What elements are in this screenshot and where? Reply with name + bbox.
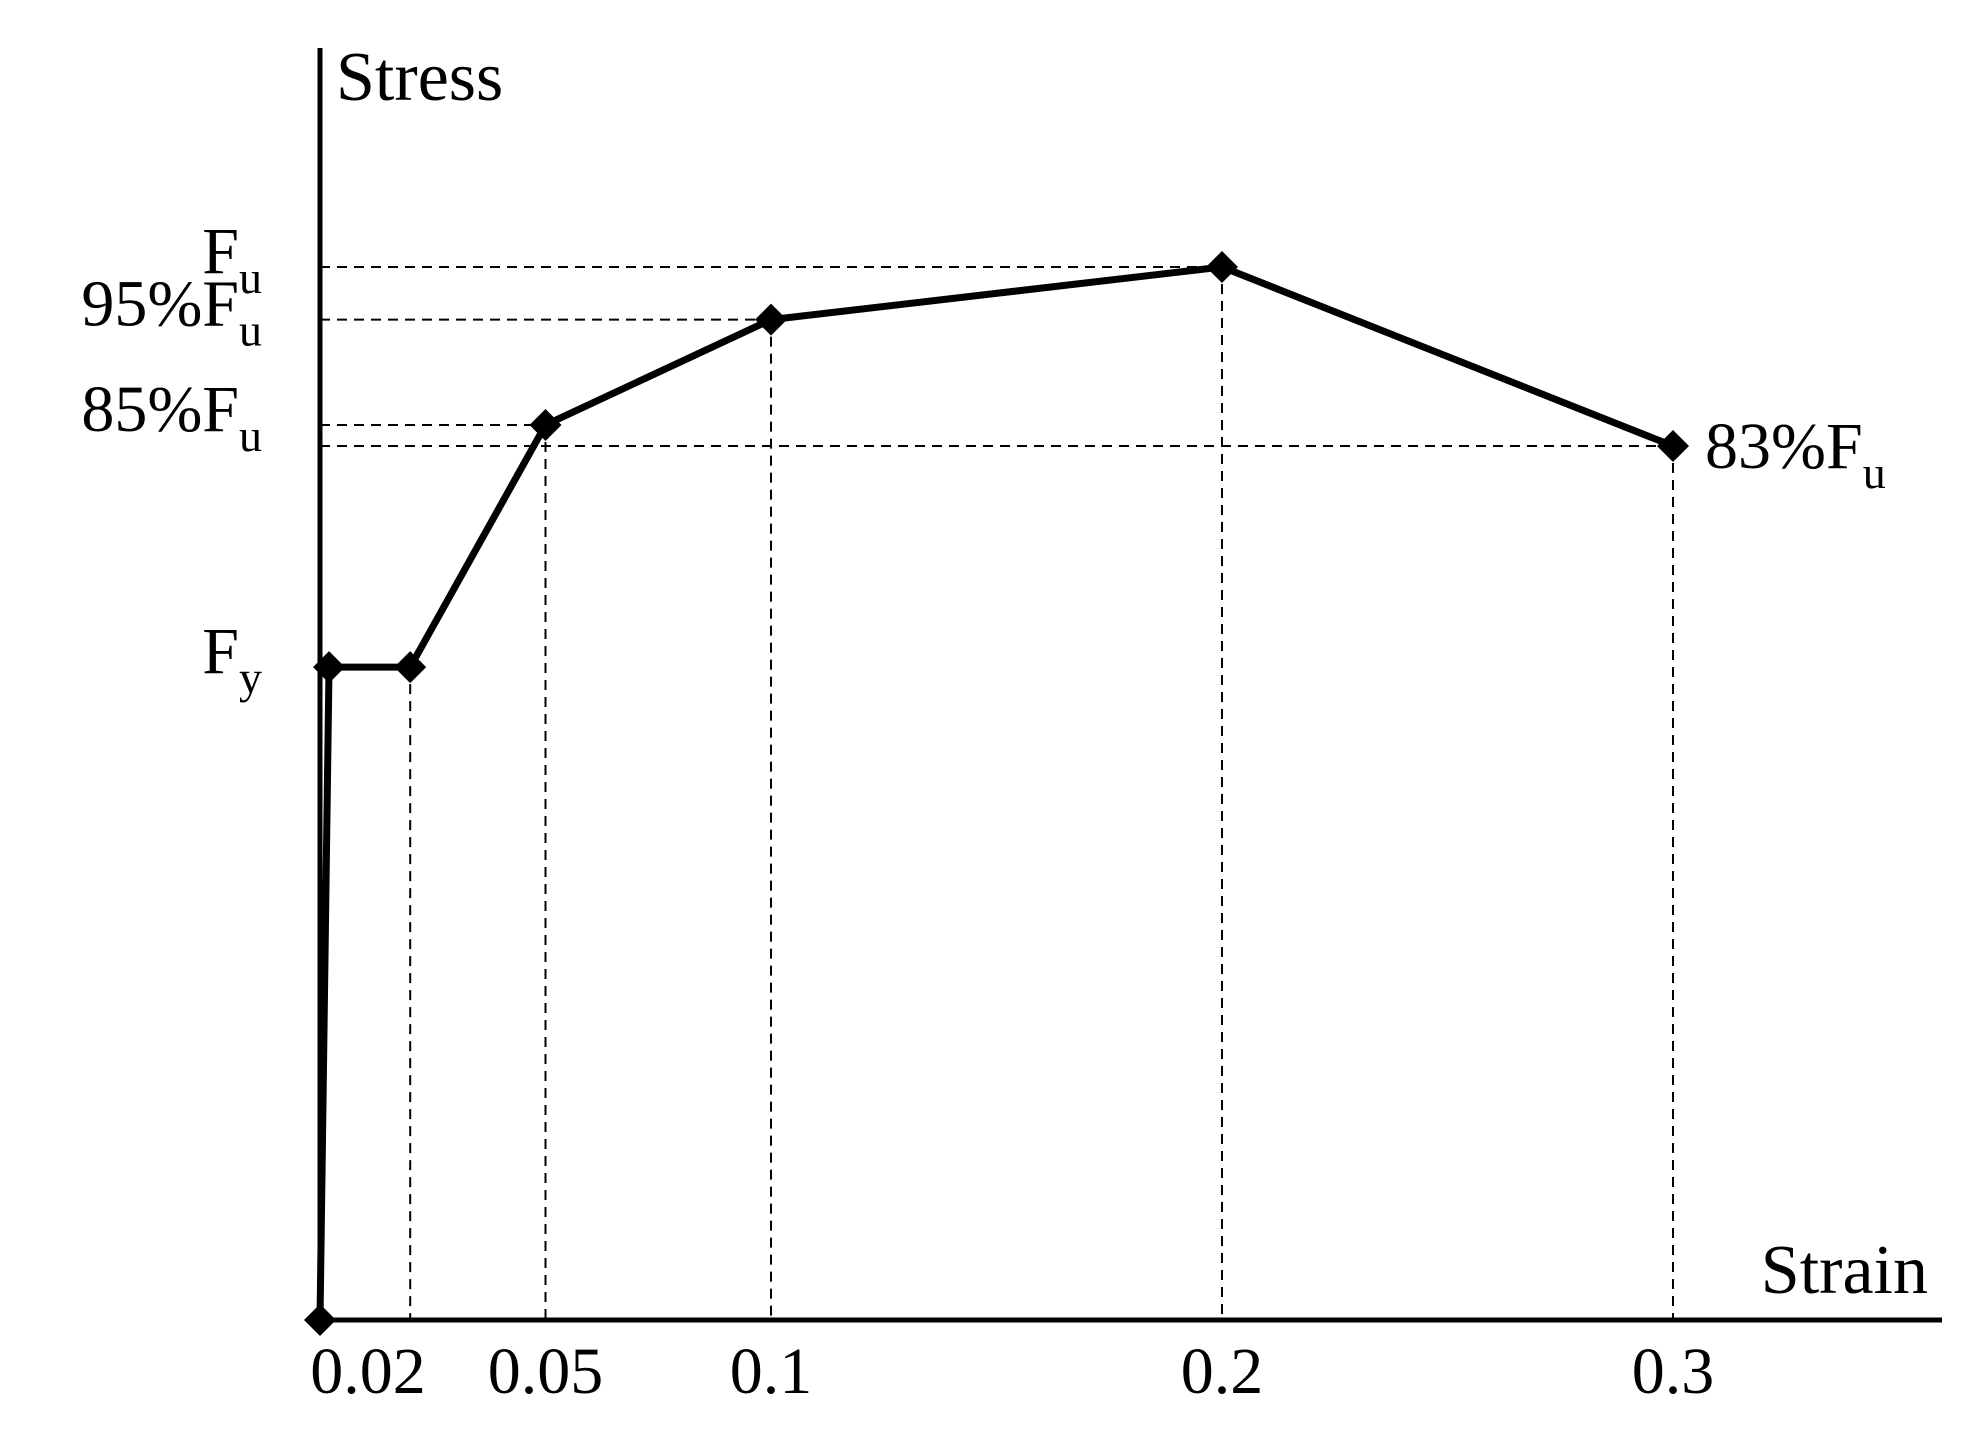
data-point-marker-5	[1206, 251, 1238, 283]
y-axis-title: Stress	[336, 39, 503, 116]
data-point-marker-3	[529, 408, 562, 441]
x-tick-label-2: 0.1	[730, 1335, 813, 1408]
data-point-marker-6	[1657, 430, 1689, 463]
y-tick-label-0: Fu	[202, 215, 262, 303]
annotation-label-0: 83%Fu	[1705, 410, 1886, 498]
data-point-marker-0	[304, 1304, 336, 1336]
x-tick-label-0: 0.02	[310, 1335, 426, 1408]
series-layer	[304, 251, 1689, 1336]
data-point-marker-1	[313, 651, 346, 684]
x-tick-label-1: 0.05	[488, 1335, 604, 1408]
y-tick-label-3: Fy	[202, 615, 262, 703]
guide-lines	[320, 266, 1674, 1320]
x-axis-title: Strain	[1761, 1232, 1928, 1309]
x-tick-label-4: 0.3	[1632, 1335, 1715, 1408]
x-tick-label-3: 0.2	[1181, 1335, 1264, 1408]
y-tick-label-1: 95%Fu	[81, 268, 262, 356]
data-point-marker-4	[755, 303, 787, 336]
y-tick-label-2: 85%Fu	[81, 373, 262, 461]
data-point-marker-2	[394, 651, 427, 684]
axes	[317, 48, 1942, 1323]
series-line	[316, 263, 1675, 1321]
